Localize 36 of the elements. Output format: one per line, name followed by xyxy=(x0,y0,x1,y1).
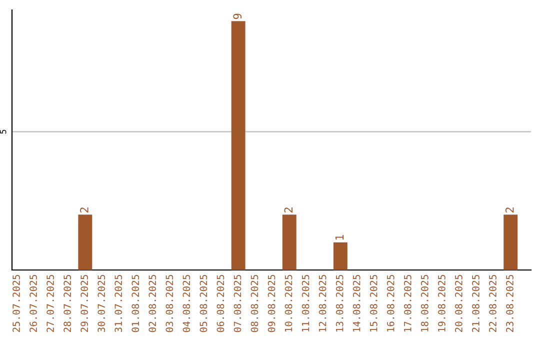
x-tick-label: 30.07.2025 xyxy=(98,274,106,332)
x-tick-label: 27.07.2025 xyxy=(46,274,54,332)
x-tick-label: 18.08.2025 xyxy=(420,274,428,332)
x-tick-label: 05.08.2025 xyxy=(200,274,208,332)
x-tick-label: 03.08.2025 xyxy=(166,274,174,332)
x-tick-label: 01.08.2025 xyxy=(132,274,140,332)
x-tick-label: 20.08.2025 xyxy=(455,274,462,332)
x-tick-label: 07.08.2025 xyxy=(234,274,242,332)
x-tick-label: 23.08.2025 xyxy=(506,274,514,332)
x-tick-label: 16.08.2025 xyxy=(386,274,394,332)
data-label: 1 xyxy=(335,235,344,240)
x-tick-label: 04.08.2025 xyxy=(182,274,190,332)
x-tick-label: 28.07.2025 xyxy=(64,274,71,332)
x-tick-label: 21.08.2025 xyxy=(472,274,480,332)
data-label: 9 xyxy=(233,14,242,19)
x-tick-label: 25.07.2025 xyxy=(12,274,20,332)
x-tick-label: 14.08.2025 xyxy=(352,274,360,332)
x-tick-label: 17.08.2025 xyxy=(404,274,412,332)
x-tick-label: 10.08.2025 xyxy=(284,274,292,332)
x-tick-label: 31.07.2025 xyxy=(114,274,122,332)
x-tick-label: 08.08.2025 xyxy=(250,274,258,332)
data-label: 2 xyxy=(505,208,514,212)
x-tick-label: 06.08.2025 xyxy=(216,274,224,332)
data-label: 2 xyxy=(284,208,292,212)
x-tick-label: 29.07.2025 xyxy=(80,274,88,332)
x-tick-label: 12.08.2025 xyxy=(318,274,326,332)
data-label: 2 xyxy=(80,208,88,212)
x-tick-label: 15.08.2025 xyxy=(370,274,378,332)
x-tick-label: 09.08.2025 xyxy=(268,274,276,332)
y-tick-label: 5 xyxy=(0,130,6,134)
x-tick-label: 19.08.2025 xyxy=(438,274,446,332)
x-tick-label: 22.08.2025 xyxy=(489,274,496,332)
x-tick-label: 02.08.2025 xyxy=(148,274,156,332)
x-tick-label: 11.08.2025 xyxy=(302,274,310,332)
x-tick-label: 13.08.2025 xyxy=(336,274,344,332)
x-tick-label: 26.07.2025 xyxy=(30,274,37,332)
